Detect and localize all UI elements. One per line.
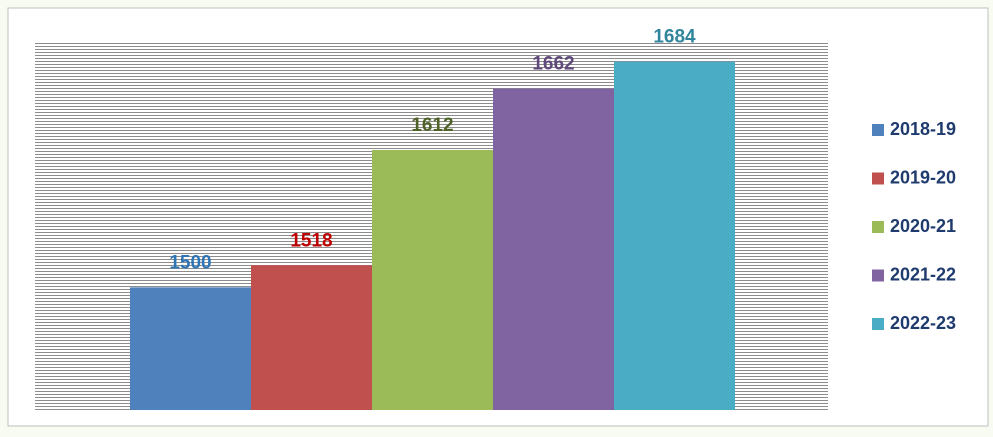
legend-label: 2021-22 bbox=[890, 264, 956, 284]
legend-label: 2019-20 bbox=[890, 167, 956, 187]
legend-swatch bbox=[872, 318, 884, 330]
bar bbox=[372, 149, 493, 411]
bar bbox=[251, 265, 372, 410]
bar bbox=[493, 88, 614, 410]
legend-swatch bbox=[872, 172, 884, 185]
legend-label: 2020-21 bbox=[890, 216, 956, 236]
legend-label: 2022-23 bbox=[890, 313, 956, 333]
legend-swatch bbox=[872, 124, 884, 136]
data-label: 1500 bbox=[169, 252, 211, 273]
data-label: 1612 bbox=[411, 115, 453, 136]
data-label: 1518 bbox=[290, 230, 332, 251]
data-label: 1684 bbox=[653, 27, 696, 48]
bar bbox=[614, 61, 735, 410]
data-label: 1662 bbox=[532, 54, 574, 75]
legend-swatch bbox=[872, 221, 884, 233]
bar bbox=[130, 287, 251, 410]
legend-swatch bbox=[872, 269, 884, 282]
legend-label: 2018-19 bbox=[890, 119, 956, 139]
